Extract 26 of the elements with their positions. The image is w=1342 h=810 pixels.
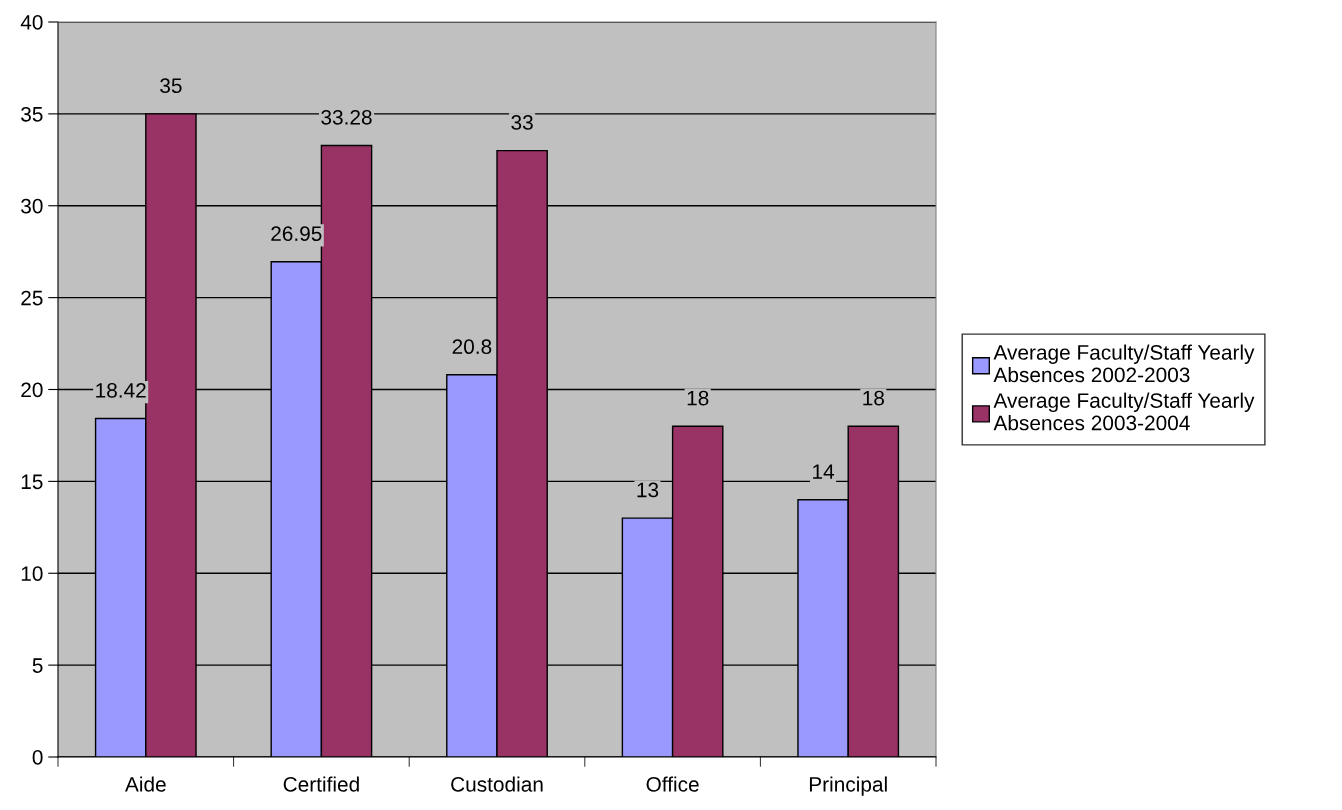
data-label: 26.95 — [271, 226, 322, 242]
y-tick-label: 5 — [32, 658, 43, 673]
legend-label: Average Faculty/Staff Yearly Absences 2003-2004 — [993, 392, 1255, 431]
data-label: 33.28 — [321, 109, 372, 125]
y-tick-label: 40 — [20, 15, 43, 30]
y-tick-label: 25 — [21, 290, 43, 306]
y-tick-label: 10 — [21, 566, 43, 581]
x-tick-label: Office — [646, 776, 699, 792]
y-tick-label: 0 — [32, 750, 43, 765]
x-tick-label: Aide — [124, 776, 166, 792]
x-tick-label: Certified — [283, 776, 359, 792]
data-label: 18.42 — [96, 383, 146, 398]
y-tick-label: 15 — [21, 474, 43, 490]
legend-label: Average Faculty/Staff Yearly Absences 2002-2003 — [993, 344, 1255, 383]
y-tick-label: 35 — [21, 106, 43, 122]
data-label: 35 — [160, 78, 182, 94]
y-tick-label: 20 — [21, 382, 43, 398]
x-tick-label: Custodian — [451, 776, 543, 792]
data-label: 13 — [637, 482, 659, 498]
data-label: 14 — [813, 464, 835, 479]
data-label: 20.8 — [452, 339, 492, 355]
data-label: 18 — [863, 390, 884, 406]
data-label: 33 — [511, 115, 533, 130]
y-tick-label: 30 — [21, 198, 43, 214]
x-tick-label: Principal — [809, 776, 887, 796]
data-label: 18 — [687, 390, 709, 406]
